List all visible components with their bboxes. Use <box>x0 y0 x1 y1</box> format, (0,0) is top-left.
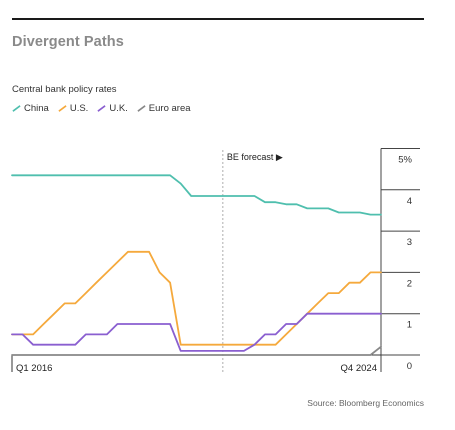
y-tick-label: 3 <box>407 237 412 248</box>
legend: China U.S. U.K. Euro area <box>12 103 191 114</box>
legend-item-china: China <box>12 103 49 114</box>
y-tick-label: 0 <box>407 361 412 372</box>
legend-item-euro-area: Euro area <box>137 103 191 114</box>
legend-swatch-uk <box>97 105 106 112</box>
series-line-u-k <box>11 312 382 352</box>
x-end-label: Q4 2024 <box>341 363 377 374</box>
series-line-u-s <box>11 250 382 346</box>
y-tick-label: 1 <box>407 320 412 331</box>
legend-item-uk: U.K. <box>97 103 128 114</box>
source-note: Source: Bloomberg Economics <box>307 398 424 408</box>
legend-label-us: U.S. <box>69 103 89 114</box>
y-tick-label: 2 <box>407 278 412 289</box>
legend-label-china: China <box>24 103 49 114</box>
legend-swatch-us <box>58 105 67 112</box>
series-line-china <box>11 174 382 216</box>
series-line-euro-area <box>11 345 382 356</box>
legend-label-euro-area: Euro area <box>148 103 191 114</box>
legend-item-us: U.S. <box>58 103 88 114</box>
top-rule <box>12 18 424 20</box>
legend-label-uk: U.K. <box>109 103 128 114</box>
forecast-label: BE forecast ▶ <box>227 152 283 162</box>
legend-swatch-euro-area <box>137 105 146 112</box>
y-tick-label: 5% <box>398 155 412 166</box>
x-start-label: Q1 2016 <box>16 363 52 374</box>
chart-title: Divergent Paths <box>12 34 124 50</box>
chart-subtitle: Central bank policy rates <box>12 84 117 95</box>
legend-swatch-china <box>12 105 21 112</box>
y-tick-label: 4 <box>407 196 412 207</box>
